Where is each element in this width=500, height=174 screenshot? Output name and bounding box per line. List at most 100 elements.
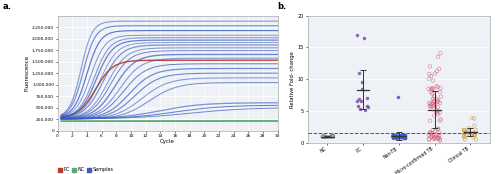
Point	[394, 135, 402, 138]
Point	[401, 135, 409, 137]
Point	[470, 136, 478, 139]
Point	[436, 139, 444, 142]
Point	[358, 88, 366, 91]
Point	[428, 88, 436, 91]
Point	[361, 109, 369, 111]
Text: a.: a.	[2, 2, 12, 11]
Point	[462, 138, 469, 141]
Point	[328, 135, 336, 138]
Point	[429, 87, 437, 90]
Point	[400, 136, 408, 139]
Point	[394, 135, 402, 138]
Point	[431, 137, 439, 140]
Point	[436, 118, 444, 121]
Point	[397, 136, 405, 139]
Point	[426, 105, 434, 108]
Point	[326, 135, 334, 138]
Point	[430, 136, 438, 139]
Point	[472, 138, 480, 141]
Point	[434, 137, 442, 139]
Point	[400, 135, 408, 137]
Point	[432, 135, 440, 138]
Point	[356, 99, 364, 102]
Point	[436, 119, 444, 122]
X-axis label: Cycle: Cycle	[160, 139, 175, 144]
Point	[436, 138, 444, 141]
Point	[323, 136, 331, 138]
Point	[394, 136, 402, 139]
Point	[392, 136, 400, 138]
Point	[426, 90, 434, 93]
Point	[399, 135, 407, 138]
Point	[430, 104, 438, 107]
Point	[433, 100, 441, 103]
Point	[353, 100, 361, 103]
Point	[400, 134, 408, 136]
Point	[394, 136, 402, 138]
Point	[428, 131, 436, 134]
Point	[436, 91, 444, 93]
Point	[398, 135, 406, 138]
Point	[429, 79, 437, 82]
Point	[389, 135, 397, 138]
Point	[424, 134, 432, 136]
Point	[392, 136, 400, 138]
Point	[358, 81, 366, 84]
Point	[393, 135, 401, 138]
Point	[429, 129, 437, 131]
Point	[364, 106, 372, 109]
Point	[399, 135, 407, 138]
Point	[463, 134, 471, 136]
Point	[428, 87, 436, 90]
Point	[425, 138, 433, 140]
Point	[431, 102, 439, 105]
Point	[428, 101, 436, 104]
Point	[425, 138, 433, 141]
Point	[430, 136, 438, 139]
Point	[320, 135, 328, 138]
Point	[392, 134, 400, 137]
Point	[430, 114, 438, 117]
Point	[394, 135, 402, 137]
Point	[400, 134, 408, 137]
Point	[363, 105, 371, 108]
Point	[400, 134, 408, 137]
Point	[432, 133, 440, 136]
Point	[434, 110, 442, 113]
Point	[400, 135, 407, 137]
Point	[464, 129, 472, 132]
Point	[396, 134, 404, 137]
Point	[389, 134, 397, 137]
Point	[434, 134, 442, 137]
Point	[394, 135, 402, 138]
Point	[434, 128, 442, 131]
Point	[400, 136, 408, 139]
Point	[431, 130, 439, 133]
Point	[401, 136, 409, 139]
Point	[470, 131, 478, 134]
Point	[399, 134, 407, 137]
Point	[435, 68, 443, 70]
Point	[429, 138, 437, 140]
Point	[433, 70, 441, 73]
Point	[468, 132, 476, 135]
Point	[434, 55, 442, 58]
Point	[391, 136, 399, 139]
Point	[428, 88, 436, 90]
Point	[400, 135, 408, 138]
Point	[426, 73, 434, 75]
Point	[426, 65, 434, 68]
Point	[389, 133, 397, 136]
Point	[394, 136, 402, 138]
Point	[424, 77, 432, 80]
Point	[428, 106, 436, 109]
Point	[426, 119, 434, 122]
Point	[425, 102, 433, 104]
Point	[431, 72, 439, 75]
Point	[432, 85, 440, 88]
Point	[429, 105, 437, 108]
Point	[400, 135, 408, 138]
Point	[472, 129, 480, 132]
Point	[400, 136, 407, 139]
Point	[390, 135, 398, 138]
